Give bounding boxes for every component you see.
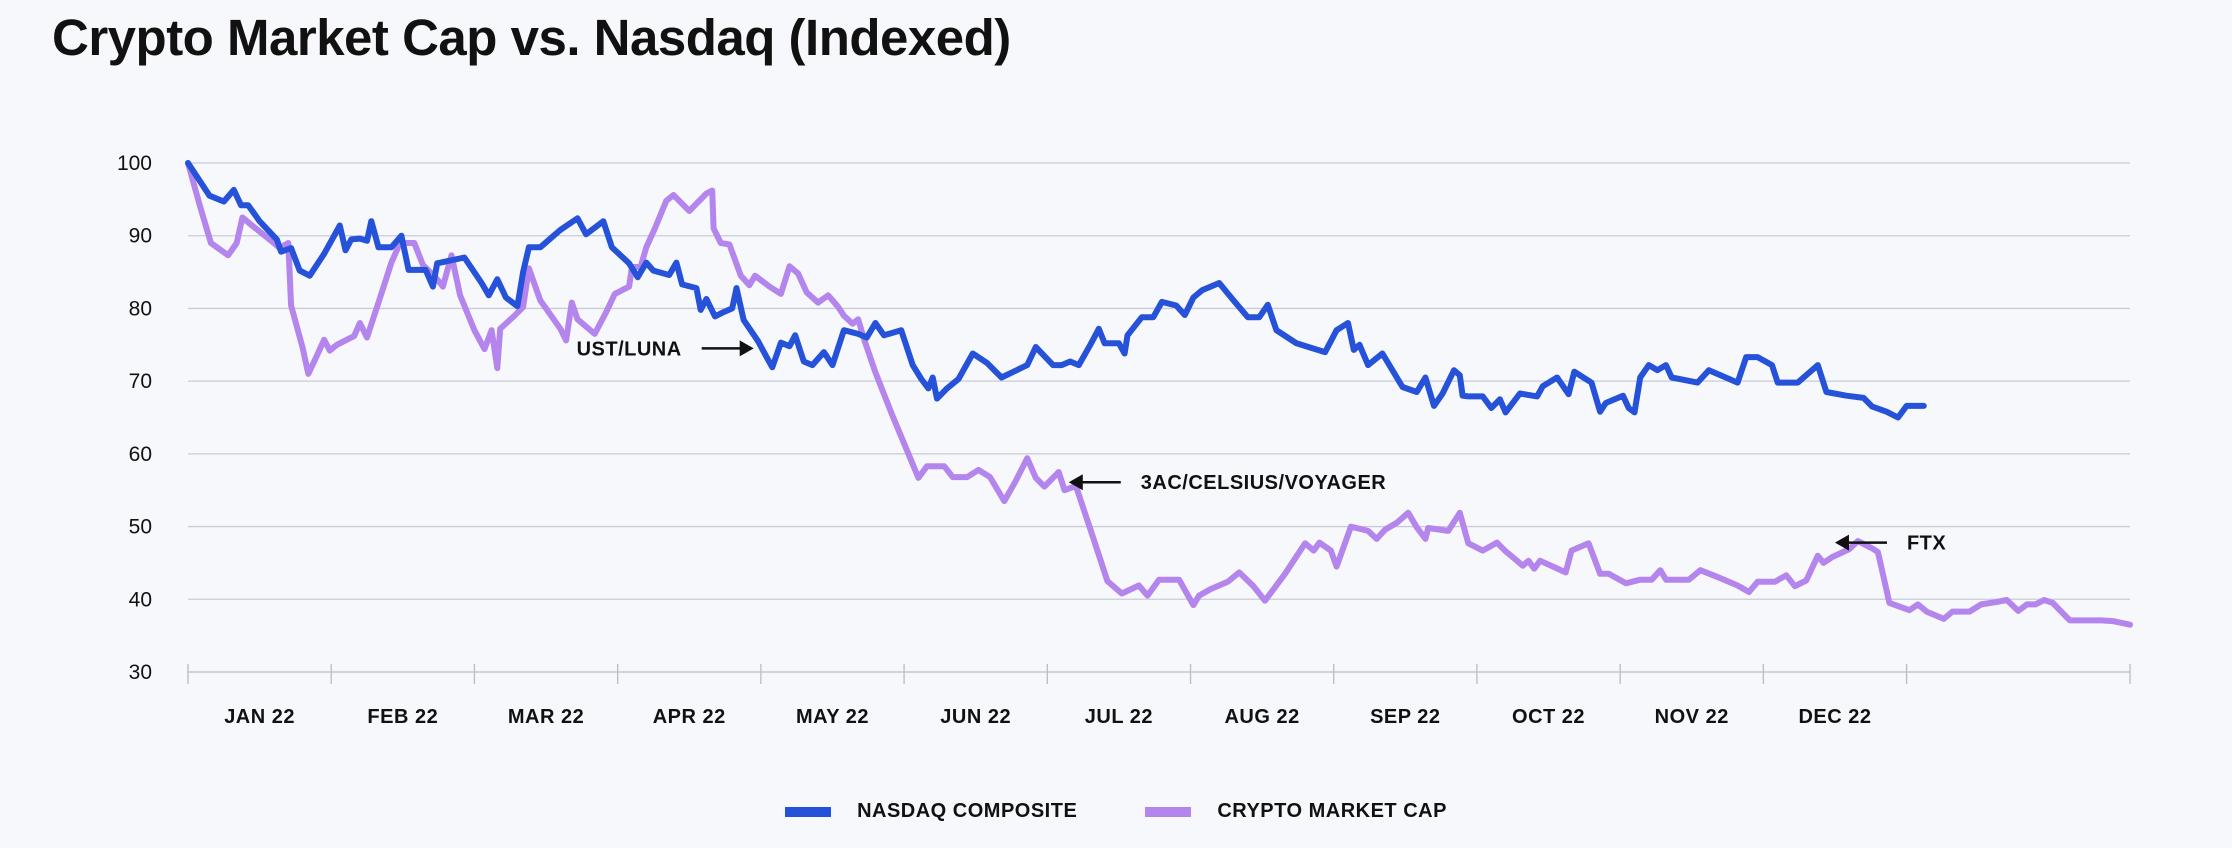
x-tick-label: JUN 22 [940, 706, 1011, 728]
arrow-head [739, 340, 754, 357]
x-tick-label: JAN 22 [224, 706, 295, 728]
x-tick-label: AUG 22 [1224, 706, 1299, 728]
legend-item: NASDAQ COMPOSITE [785, 800, 1077, 823]
y-tick-label: 40 [129, 588, 152, 611]
legend-swatch [785, 806, 832, 817]
line-chart: 100 90 80 70 60 50 40 30 JAN 22 FEB 22 MAR 22 APR … [117, 152, 2133, 728]
legend-item: CRYPTO MARKET CAP [1145, 800, 1447, 823]
x-tick-label: JUL 22 [1085, 706, 1153, 728]
series-line-crypto-market-cap [185, 160, 2133, 628]
legend: NASDAQ COMPOSITE CRYPTO MARKET CAP [0, 800, 2232, 823]
y-tick-label: 90 [129, 225, 152, 248]
legend-swatch [1145, 806, 1192, 817]
annotations: UST/LUNA 3AC/CELSIUS/VOYAGER FTX [577, 338, 1946, 555]
y-tick-label: 50 [129, 516, 152, 539]
annotation-label: FTX [1907, 533, 1946, 555]
annotation-label: UST/LUNA [577, 338, 682, 360]
y-tick-label: 30 [129, 661, 152, 684]
arrow-head [1834, 534, 1849, 551]
annotation-label: 3AC/CELSIUS/VOYAGER [1141, 472, 1387, 494]
series-line-nasdaq-composite [185, 160, 1927, 421]
x-tick-label: NOV 22 [1655, 706, 1729, 728]
x-tick-label: SEP 22 [1370, 706, 1440, 728]
chart-title: Crypto Market Cap vs. Nasdaq (Indexed) [52, 9, 1011, 66]
x-tick-label: MAY 22 [796, 706, 869, 728]
legend-label: NASDAQ COMPOSITE [857, 800, 1078, 822]
annotation: 3AC/CELSIUS/VOYAGER [1068, 472, 1387, 494]
gridlines [188, 162, 2130, 673]
y-tick-label: 100 [117, 152, 152, 175]
y-tick-label: 80 [129, 297, 152, 320]
y-tick-label: 60 [129, 443, 152, 466]
arrow-head [1068, 474, 1083, 491]
x-tick-label: OCT 22 [1512, 706, 1585, 728]
y-axis: 100 90 80 70 60 50 40 30 [117, 152, 152, 684]
legend-label: CRYPTO MARKET CAP [1217, 800, 1447, 822]
x-tick-label: DEC 22 [1798, 706, 1871, 728]
annotation: UST/LUNA [577, 338, 754, 360]
series-lines [185, 160, 2133, 628]
x-tick-label: FEB 22 [367, 706, 438, 728]
x-axis: JAN 22 FEB 22 MAR 22 APR 22 MAY 22 JUN 22 JUL … [187, 664, 2131, 728]
y-tick-label: 70 [129, 370, 152, 393]
x-tick-label: APR 22 [653, 706, 726, 728]
x-tick-label: MAR 22 [508, 706, 584, 728]
annotation: FTX [1834, 533, 1946, 555]
